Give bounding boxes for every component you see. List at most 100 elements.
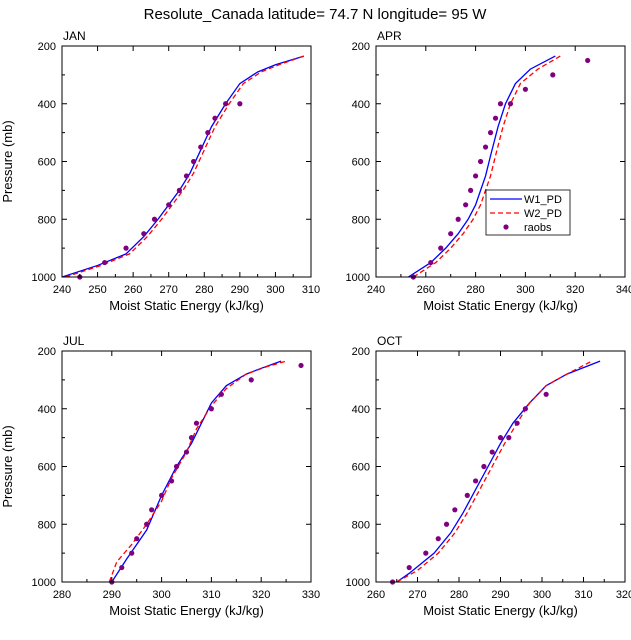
raobs-point: [218, 391, 224, 397]
panel-title: OCT: [377, 334, 403, 348]
legend-label: W1_PD: [524, 194, 562, 206]
x-tick-label: 290: [231, 284, 249, 296]
raobs-point: [473, 478, 479, 484]
x-tick-label: 340: [616, 284, 631, 296]
x-tick-label: 300: [266, 284, 284, 296]
y-tick-label: 800: [38, 519, 56, 531]
x-tick-label: 280: [450, 589, 468, 601]
raobs-point: [492, 115, 499, 121]
y-tick-label: 400: [352, 404, 370, 416]
raobs-point: [497, 101, 504, 107]
x-tick-label: 280: [195, 284, 213, 296]
raobs-point: [102, 259, 108, 266]
x-axis-label: Moist Static Energy (kJ/kg): [109, 603, 264, 618]
x-tick-label: 250: [88, 284, 106, 296]
raobs-point: [455, 216, 461, 222]
panel-jul: 280 290 300 310 320 330 200 400 600 800 1000 JUL Moi…: [0, 334, 320, 618]
raobs-point: [506, 435, 512, 441]
x-tick-label: 240: [53, 284, 71, 296]
raobs-point: [452, 507, 458, 513]
x-tick-label: 280: [466, 284, 484, 296]
y-tick-label: 800: [352, 214, 370, 226]
w1-pd-line: [62, 55, 305, 277]
raobs-point: [166, 202, 172, 208]
raobs-point: [223, 101, 229, 107]
w2-pd-line: [396, 360, 593, 582]
raobs-point: [168, 478, 175, 484]
plot-frame: [61, 350, 312, 583]
legend-label: W2_PD: [524, 208, 562, 220]
raobs-point: [129, 550, 135, 556]
raobs-point: [237, 101, 243, 107]
x-tick-label: 260: [367, 589, 385, 601]
panel-title: JUL: [63, 334, 85, 348]
raobs-point: [550, 72, 556, 78]
raobs-point: [198, 144, 204, 150]
x-tick-label: 290: [491, 589, 509, 601]
x-tick-label: 320: [616, 589, 631, 601]
x-tick-label: 300: [516, 284, 534, 296]
y-tick-label: 200: [38, 41, 56, 53]
raobs-point: [448, 231, 454, 237]
x-tick-label: 330: [302, 589, 320, 601]
plot-frame: [375, 45, 626, 278]
raobs-point: [151, 216, 158, 222]
raobs-point: [191, 158, 197, 165]
raobs-markers: [390, 391, 549, 585]
y-tick-label: 800: [352, 519, 370, 531]
x-tick-label: 320: [252, 589, 270, 601]
raobs-point: [514, 420, 520, 426]
raobs-point: [487, 130, 494, 136]
y-tick-label: 200: [352, 346, 370, 358]
raobs-point: [173, 463, 180, 470]
raobs-point: [443, 521, 450, 527]
raobs-point: [423, 550, 429, 556]
raobs-point: [205, 130, 211, 136]
raobs-point: [183, 449, 190, 455]
x-tick-label: 290: [103, 589, 121, 601]
x-axis-label: Moist Static Energy (kJ/kg): [423, 298, 578, 313]
y-tick-label: 600: [352, 157, 370, 169]
y-tick-label: 800: [38, 214, 56, 226]
raobs-point: [208, 406, 214, 412]
y-tick-label: 200: [352, 41, 370, 53]
y-axis-label: Pressure (mb): [0, 425, 15, 507]
raobs-point: [193, 420, 200, 426]
raobs-point: [482, 144, 489, 150]
panel-title: JAN: [63, 29, 86, 43]
raobs-point: [119, 564, 125, 571]
raobs-point: [406, 564, 412, 571]
raobs-point: [212, 115, 218, 121]
raobs-point: [497, 435, 504, 441]
w2-pd-line: [412, 55, 561, 277]
raobs-point: [522, 406, 529, 412]
raobs-point: [489, 449, 495, 455]
y-tick-label: 1000: [32, 272, 56, 284]
y-tick-label: 200: [38, 346, 56, 358]
legend-marker: [503, 224, 509, 230]
plot-frame: [61, 45, 312, 278]
raobs-point: [123, 245, 129, 251]
raobs-markers: [109, 362, 304, 585]
x-tick-label: 270: [408, 589, 426, 601]
plot-frame: [375, 350, 626, 583]
x-tick-label: 310: [202, 589, 220, 601]
raobs-point: [463, 202, 469, 208]
w1-pd-line: [396, 360, 601, 582]
w1-pd-line: [408, 55, 556, 277]
raobs-point: [183, 173, 190, 179]
panel-title: APR: [377, 29, 402, 43]
raobs-point: [481, 463, 487, 470]
legend-label: raobs: [524, 222, 552, 234]
raobs-point: [141, 231, 147, 237]
raobs-point: [188, 435, 195, 441]
raobs-point: [435, 536, 441, 542]
panels: 240 250 260 270 280 290 300 310 200 400 600 800 1000…: [0, 29, 631, 618]
x-tick-label: 280: [53, 589, 71, 601]
x-tick-label: 300: [152, 589, 170, 601]
y-tick-label: 400: [38, 404, 56, 416]
y-tick-label: 1000: [346, 577, 370, 589]
y-tick-label: 600: [38, 462, 56, 474]
